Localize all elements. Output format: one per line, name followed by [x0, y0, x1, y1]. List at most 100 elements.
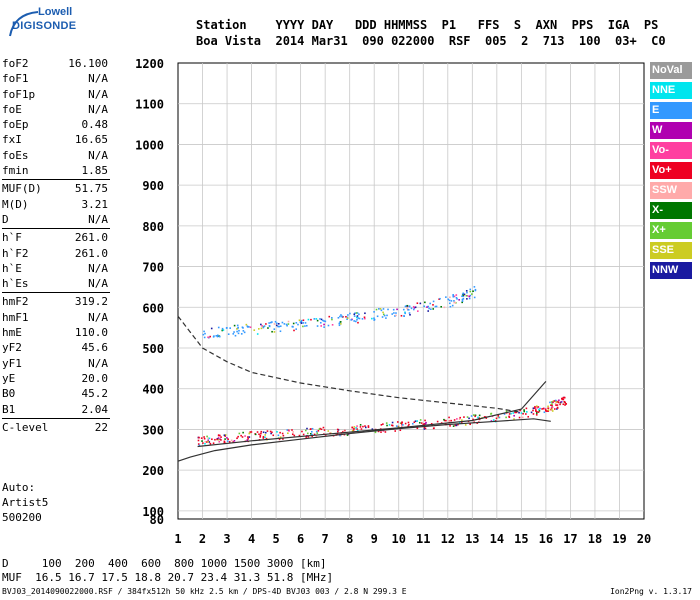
echo-point [383, 314, 386, 317]
echo-point [241, 436, 244, 438]
echo-point [309, 432, 312, 435]
echo-point [391, 424, 393, 427]
echo-point [276, 322, 278, 325]
echo-point [462, 295, 465, 298]
echo-point [304, 325, 306, 327]
echo-point [455, 296, 458, 299]
echo-point [410, 307, 413, 310]
echo-point [217, 437, 220, 439]
echo-point [338, 324, 341, 327]
echo-point [242, 431, 244, 434]
echo-point [554, 399, 557, 402]
echo-point [249, 431, 252, 433]
echo-point [355, 316, 358, 319]
logo-text-lowell: Lowell [38, 6, 73, 18]
y-tick-label: 300 [142, 423, 164, 437]
echo-point [536, 410, 538, 413]
param-row: yE 20.0 [2, 371, 110, 386]
echo-point [438, 298, 440, 300]
y-tick-label: 800 [142, 220, 164, 234]
echo-point [452, 295, 455, 298]
echo-point [297, 323, 299, 326]
echo-point [364, 312, 366, 315]
echo-point [394, 430, 397, 432]
echo-point [539, 407, 541, 410]
echo-point [356, 315, 359, 317]
echo-point [301, 430, 303, 433]
scaled-parameters-panel: foF2 16.100 foF1 N/A foF1p N/A foE N/A foEp 0.48 f… [2, 56, 110, 435]
x-tick-label: 13 [465, 532, 479, 546]
echo-point [490, 412, 493, 415]
echo-point [381, 316, 384, 318]
echo-point [450, 300, 453, 302]
echo-point [414, 420, 417, 423]
echo-point [382, 311, 384, 314]
echo-point [300, 321, 303, 323]
echo-point [271, 321, 273, 323]
echo-point [208, 441, 210, 443]
param-label: foF2 [2, 57, 29, 70]
param-separator [2, 179, 110, 181]
echo-point [432, 304, 434, 306]
echo-point [403, 315, 406, 317]
echo-point [470, 415, 473, 417]
echo-point [207, 439, 210, 442]
param-value: N/A [88, 356, 108, 370]
echo-point [483, 416, 486, 418]
echo-point [355, 427, 357, 429]
echo-point [306, 427, 308, 430]
echo-point [205, 441, 208, 443]
echo-point [459, 416, 462, 419]
echo-point [263, 325, 266, 327]
echo-point [413, 421, 416, 424]
param-label: yF2 [2, 341, 22, 355]
echo-point [395, 312, 397, 314]
echo-point [339, 321, 342, 323]
x-tick-label: 16 [539, 532, 553, 546]
echo-point [424, 419, 426, 422]
echo-point [492, 419, 495, 421]
param-row: foEp 0.48 [2, 117, 110, 132]
echo-point [455, 424, 458, 427]
echo-point [545, 410, 547, 412]
echo-point [209, 442, 212, 445]
legend-item-nne: NNE [650, 82, 692, 99]
profile-curve [177, 418, 551, 462]
echo-point [279, 431, 281, 434]
echo-point [323, 429, 326, 431]
echo-point [265, 437, 268, 440]
echo-point [497, 415, 500, 417]
echo-point [367, 425, 370, 427]
echo-point [458, 299, 460, 301]
echo-point [505, 416, 507, 419]
echo-point [236, 437, 238, 440]
echo-point [382, 308, 385, 310]
echo-point [361, 318, 364, 320]
echo-point [451, 304, 454, 307]
echo-point [352, 429, 355, 432]
echo-point [204, 440, 207, 443]
echo-point [204, 332, 206, 335]
echo-point [364, 426, 367, 429]
echo-point [445, 419, 447, 422]
echo-point [532, 413, 535, 415]
echo-point [201, 440, 203, 442]
echo-point [313, 433, 316, 436]
echo-point [551, 410, 554, 412]
echo-point [200, 437, 203, 439]
echo-point [203, 330, 205, 333]
echo-point [420, 422, 423, 424]
echo-point [355, 312, 358, 314]
echo-point [202, 442, 204, 444]
echo-point [246, 439, 249, 441]
echo-point [412, 308, 415, 311]
echo-point [436, 420, 439, 423]
echo-point [564, 404, 566, 406]
echo-point [520, 412, 523, 414]
echo-point [462, 298, 465, 300]
echo-point [240, 434, 242, 437]
echo-point [264, 436, 266, 439]
echo-point [223, 434, 226, 437]
echo-point [343, 430, 345, 433]
echo-point [277, 322, 280, 325]
